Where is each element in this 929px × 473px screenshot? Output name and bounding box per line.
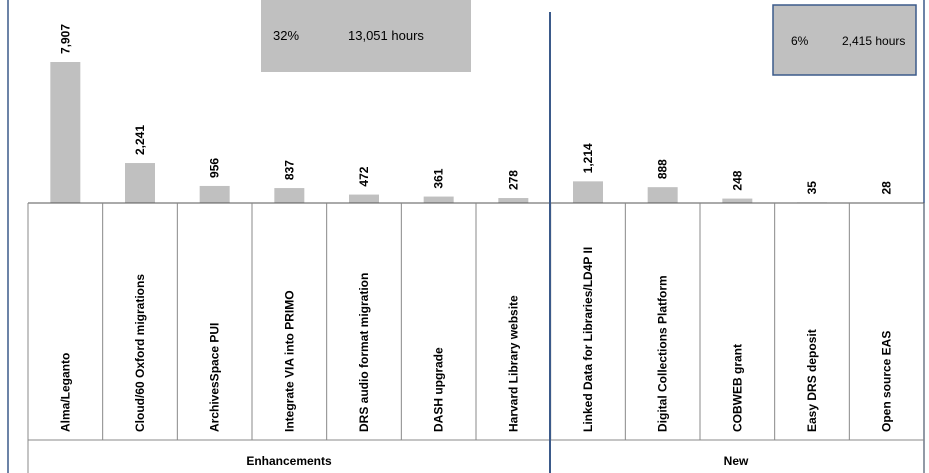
category-label: Digital Collections Platform [656,275,670,432]
category-label: Integrate VIA into PRIMO [282,290,296,432]
bar [125,163,155,203]
value-label: 888 [656,159,670,179]
bar [274,188,305,203]
value-label: 2,241 [133,125,147,155]
category-label: Open source EAS [880,331,894,432]
value-label: 472 [357,166,371,186]
category-label: Cloud/60 Oxford migrations [133,274,147,432]
bar [722,198,753,203]
value-label: 248 [730,170,744,190]
value-label: 361 [432,168,446,188]
group-label-enhancements: Enhancements [246,454,332,468]
category-label: Harvard Library website [506,295,520,432]
bar [349,194,379,203]
value-label: 7,907 [58,24,72,54]
bar [50,62,81,203]
group-label-new: New [724,454,749,468]
value-label: 956 [208,158,222,178]
category-label: Alma/Leganto [58,353,72,432]
value-label: 35 [805,181,819,195]
new-summary-bg [772,4,917,76]
category-label: DASH upgrade [432,347,446,432]
enhancements-summary-bg [261,0,471,72]
enhancements-hours: 13,051 hours [348,28,424,43]
new-summary-box: 6% 2,415 hours [772,4,917,76]
bar [647,187,678,203]
new-percent: 6% [791,34,809,48]
bar [199,185,230,203]
value-label: 278 [506,170,520,190]
category-table: Alma/Leganto Cloud/60 Oxford migrations Ar… [27,202,925,473]
bar [423,196,454,203]
enhancements-summary-box: 32% 13,051 hours [261,0,471,72]
new-hours: 2,415 hours [842,34,905,48]
category-label: COBWEB grant [730,344,744,432]
category-label: Linked Data for Libraries/LD4P II [581,247,595,432]
category-label: ArchivesSpace PUI [208,323,222,432]
bar [573,181,603,203]
value-label: 837 [282,160,296,180]
value-label: 1,214 [581,143,595,173]
value-label: 28 [880,181,894,195]
bar [498,198,529,203]
category-label: DRS audio format migration [357,273,371,432]
bars: 7,907 2,241 956 837 472 361 278 1,214 888 248 35 28 [50,24,902,203]
category-label: Easy DRS deposit [805,329,819,432]
enhancements-percent: 32% [273,28,299,43]
